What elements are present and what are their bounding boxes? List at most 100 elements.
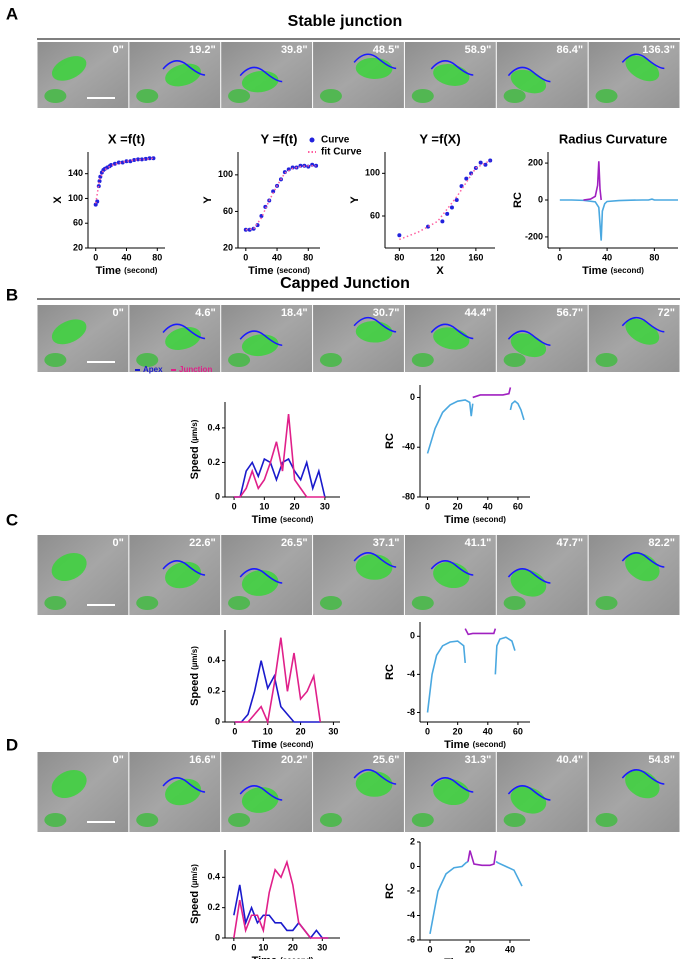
data-line [494,636,516,675]
data-line [495,860,523,887]
data-line [467,850,497,867]
y-tick-label: -8 [407,707,415,717]
x-axis-label: Time(second) [248,265,310,277]
y-axis-label: Y [202,196,214,204]
x-label-text: X [436,265,444,277]
y-axis-label: RC [384,883,396,899]
cell [51,553,87,581]
frame-time: 20.2" [281,754,308,766]
x-axis-label: Time(second) [252,514,314,526]
y-tick-label: -200 [525,231,543,241]
data-line [509,400,525,421]
x-tick-label: 20 [296,726,306,736]
x-tick-label: 40 [505,944,515,954]
panel-label: C [6,510,18,529]
x-tick-label: 0 [425,726,430,736]
panel-label: B [6,285,18,304]
cell [51,770,87,798]
trajectory [353,53,397,70]
frame-time: 16.6" [189,754,216,766]
x-label-text: Time [444,514,469,526]
x-tick-label: 80 [394,252,404,262]
data-point [124,159,129,164]
x-tick-label: 80 [649,252,659,262]
cell [595,353,618,367]
data-point [286,167,291,172]
y-label-text: RC [384,664,396,680]
data-point [263,204,268,209]
trajectory [621,316,665,333]
data-point [478,160,483,165]
x-axis-label: Time(second) [96,265,158,277]
x-label-text: Time [252,739,277,751]
y-tick-label: 0.2 [207,902,220,912]
x-label-text: Time [582,265,607,277]
trajectory [353,769,397,785]
legend-label: Curve [321,135,350,146]
data-line [426,640,467,713]
frame-time: 54.8" [648,754,675,766]
cell [319,89,342,103]
data-point [271,189,276,194]
frame-time: 25.6" [373,754,400,766]
x-tick-label: 30 [320,501,330,511]
cell [503,596,526,610]
cell [136,596,159,610]
trajectory [239,785,283,801]
x-label-unit: (second) [280,740,314,749]
x-tick-label: 40 [272,252,282,262]
data-line [233,884,329,940]
frame-time: 39.8" [281,44,308,56]
x-tick-label: 0 [231,942,236,952]
x-tick-label: 40 [483,501,493,511]
trajectory [353,316,397,333]
y-tick-label: 200 [528,157,543,167]
x-label-unit: (second) [280,515,314,524]
x-axis-label: Time(second) [444,514,506,526]
data-line [472,387,512,399]
trajectory [162,777,206,793]
x-axis-label: Time(second) [252,955,314,959]
x-tick-label: 20 [288,942,298,952]
y-tick-label: -2 [407,885,415,895]
y-tick-label: 20 [73,242,83,252]
y-tick-label: 60 [73,218,83,228]
x-label-text: Time [444,957,469,959]
y-tick-label: 60 [223,206,233,216]
x-tick-label: 0 [232,726,237,736]
trajectory [621,53,665,70]
y-tick-label: 0 [410,861,415,871]
frame-time: 30.7" [373,307,400,319]
fit-line [245,164,317,231]
x-label-unit: (second) [277,266,311,275]
y-tick-label: 100 [218,169,233,179]
x-label-unit: (second) [611,266,645,275]
data-point [136,157,141,162]
frame-time: 22.6" [189,537,216,549]
frame-time: 37.1" [373,537,400,549]
y-label-text: Y [349,196,361,204]
frame-time: 18.4" [281,307,308,319]
y-tick-label: 0 [410,631,415,641]
cell [44,813,67,827]
y-axis-label: Y [349,196,361,204]
legend-label: fit Curve [321,147,362,158]
y-tick-label: -40 [402,442,415,452]
y-axis-label: RC [384,433,396,449]
x-tick-label: 0 [232,501,237,511]
data-line [583,161,602,201]
chart-title: Y =f(X) [419,131,460,146]
data-point [151,156,156,161]
x-tick-label: 20 [453,501,463,511]
y-label-unit: (µm/s) [190,419,199,443]
frame-time: 0" [113,754,124,766]
trajectory [507,568,551,584]
cell [44,596,67,610]
trajectory [239,330,283,346]
x-label-text: Time [96,265,121,277]
data-line [429,860,469,935]
panel-label: D [6,735,18,754]
x-tick-label: 60 [513,501,523,511]
cell [44,353,67,367]
y-tick-label: 0.4 [207,872,220,882]
